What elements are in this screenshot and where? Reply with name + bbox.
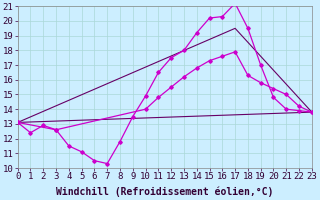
X-axis label: Windchill (Refroidissement éolien,°C): Windchill (Refroidissement éolien,°C) (56, 187, 274, 197)
